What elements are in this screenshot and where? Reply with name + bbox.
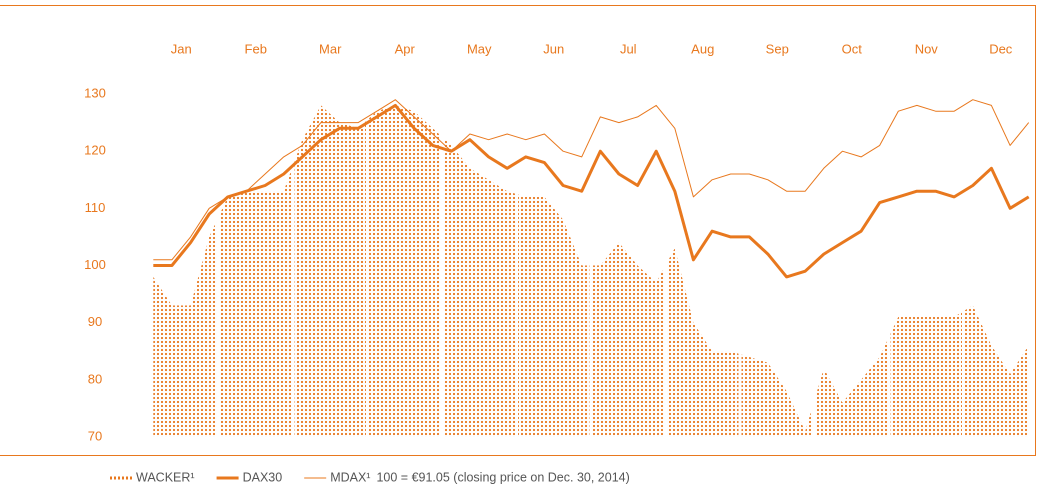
line: [153, 99, 1030, 261]
x-tick-label: Oct: [842, 41, 863, 56]
y-tick-label: 110: [85, 200, 106, 215]
legend-note: 100 = €91.05 (closing price on Dec. 30, …: [376, 470, 629, 484]
frame: [0, 5, 1036, 456]
x-tick-label: Jan: [171, 41, 192, 56]
x-tick-label: Jul: [620, 41, 637, 56]
y-tick-label: 70: [88, 428, 102, 443]
month-gap: [291, 84, 295, 439]
month-gap: [962, 84, 965, 439]
y-tick-label: 90: [88, 314, 102, 329]
month-gap: [738, 84, 742, 439]
x-tick-label: Apr: [395, 41, 416, 56]
x-tick-label: Dec: [989, 41, 1013, 56]
x-tick-label: May: [467, 41, 492, 56]
x-tick-label: Feb: [245, 41, 267, 56]
y-tick-label: 80: [88, 371, 102, 386]
y-tick-label: 130: [84, 85, 106, 100]
legend-label: WACKER¹: [136, 470, 195, 484]
y-tick-label: 120: [84, 143, 106, 158]
line: [153, 103, 1030, 279]
month-gap: [217, 84, 220, 439]
x-tick-label: Mar: [319, 41, 342, 56]
month-gap: [440, 84, 444, 439]
month-gap: [366, 84, 369, 439]
month-gap: [664, 84, 667, 439]
y-tick-label: 100: [84, 257, 106, 272]
x-tick-label: Jun: [543, 41, 564, 56]
month-gap: [515, 84, 518, 439]
legend-label: MDAX¹: [330, 470, 370, 484]
x-tick-label: Aug: [691, 41, 714, 56]
legend-label: DAX30: [243, 470, 283, 484]
x-tick-label: Nov: [915, 41, 939, 56]
month-gap: [887, 84, 891, 439]
x-tick-label: Sep: [766, 41, 789, 56]
month-gap: [589, 84, 593, 439]
